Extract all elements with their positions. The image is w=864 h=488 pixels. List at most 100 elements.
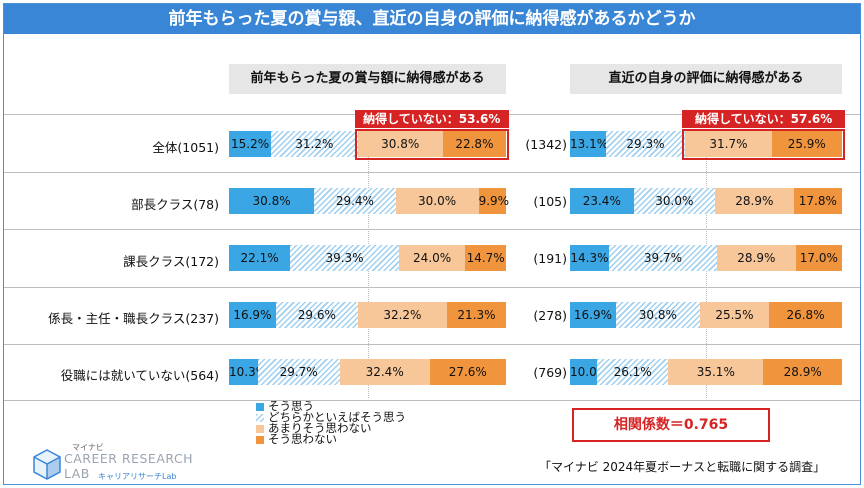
row-separator-2 — [4, 229, 860, 230]
legend-label-strongly-agree: そう思う — [268, 399, 314, 413]
bar-segment-p1-r1-disagree: 17.8% — [793, 188, 842, 214]
bar-value-label: 30.0% — [655, 194, 694, 208]
bar-value-label: 25.5% — [715, 308, 754, 322]
legend-swatch-strongly-agree — [256, 402, 264, 411]
bar-value-label: 17.8% — [798, 194, 837, 208]
bar-value-label: 31.7% — [709, 137, 748, 151]
row-n-label-3: (278) — [533, 308, 567, 323]
bar-value-label: 21.3% — [457, 308, 496, 322]
bar-value-label: 26.1% — [613, 365, 652, 379]
bar-segment-p0-r4-disagree: 27.6% — [429, 359, 506, 385]
bar-value-label: 29.7% — [279, 365, 318, 379]
row-label-3: 係長・主任・職長クラス(237) — [48, 311, 219, 326]
bar-segment-p0-r2-disagree: 14.7% — [465, 245, 506, 271]
logo-name-line1: CAREER RESEARCH — [64, 451, 194, 466]
row-n-label-2: (191) — [533, 251, 567, 266]
bar-value-label: 9.9% — [478, 194, 510, 208]
panel-header-evaluation: 直近の自身の評価に納得感がある — [570, 64, 842, 94]
bar-segment-p1-r3-disagree: 26.8% — [769, 302, 842, 328]
bar-segment-p0-r0-somewhat-disagree: 30.8% — [357, 131, 443, 157]
bar-value-label: 31.2% — [295, 137, 334, 151]
bar-segment-p0-r3-disagree: 21.3% — [446, 302, 506, 328]
bar-segment-p1-r0-disagree: 25.9% — [771, 131, 842, 157]
row-label-2: 課長クラス(172) — [123, 254, 219, 269]
bar-value-label: 30.8% — [381, 137, 420, 151]
chart-title: 前年もらった夏の賞与額、直近の自身の評価に納得感があるかどうか — [4, 4, 860, 34]
correlation-box: 相関係数＝0.765 — [572, 408, 770, 442]
not-satisfied-highlight-0 — [354, 129, 509, 160]
bar-value-label: 27.6% — [448, 365, 487, 379]
row-separator-4 — [4, 344, 860, 345]
bar-segment-p0-r0-disagree: 22.8% — [442, 131, 506, 157]
bar-segment-p1-r1-somewhat-agree: 30.0% — [633, 188, 716, 214]
bar-segment-p0-r4-somewhat-disagree: 32.4% — [339, 359, 430, 385]
bar-segment-p0-r2-somewhat-disagree: 24.0% — [398, 245, 466, 271]
bar-segment-p1-r4-somewhat-disagree: 35.1% — [668, 359, 764, 385]
bar-segment-p0-r1-disagree: 9.9% — [478, 188, 509, 214]
bar-value-label: 30.0% — [418, 194, 457, 208]
bar-value-label: 22.8% — [455, 137, 494, 151]
bar-segment-p1-r0-strongly-agree: 13.1% — [570, 131, 609, 157]
legend-swatch-disagree — [256, 435, 264, 444]
row-separator-5 — [4, 400, 860, 401]
bar-value-label: 23.4% — [582, 194, 621, 208]
panel-header-bonus: 前年もらった夏の賞与額に納得感がある — [229, 64, 506, 94]
bar-segment-p1-r2-somewhat-agree: 39.7% — [608, 245, 717, 271]
bar-value-label: 22.1% — [240, 251, 279, 265]
bar-segment-p1-r0-somewhat-disagree: 31.7% — [685, 131, 772, 157]
bar-segment-p1-r2-strongly-agree: 14.3% — [570, 245, 609, 271]
row-separator-1 — [4, 172, 860, 173]
bar-segment-p0-r1-somewhat-disagree: 30.0% — [395, 188, 479, 214]
not-satisfied-tag-0: 納得していない：53.6% — [354, 110, 509, 128]
bar-value-label: 30.8% — [638, 308, 677, 322]
bar-value-label: 25.9% — [787, 137, 826, 151]
logo-name-line2: LAB — [64, 466, 90, 481]
bar-value-label: 29.6% — [297, 308, 336, 322]
bar-value-label: 26.8% — [786, 308, 825, 322]
bar-value-label: 28.9% — [737, 251, 776, 265]
legend-swatch-somewhat-disagree — [256, 424, 264, 433]
bar-segment-p1-r3-strongly-agree: 16.9% — [570, 302, 616, 328]
bar-segment-p0-r0-somewhat-agree: 31.2% — [271, 131, 358, 157]
cube-logo-icon — [33, 449, 61, 480]
bar-segment-p0-r1-strongly-agree: 30.8% — [229, 188, 315, 214]
bar-segment-p1-r3-somewhat-agree: 30.8% — [615, 302, 700, 328]
legend-label-somewhat-agree: どちらかといえばそう思う — [268, 410, 406, 424]
row-label-0: 全体(1051) — [152, 140, 219, 155]
legend-label-disagree: そう思わない — [268, 432, 337, 446]
bar-segment-p0-r1-somewhat-agree: 29.4% — [314, 188, 396, 214]
bar-value-label: 29.4% — [335, 194, 374, 208]
bar-value-label: 16.9% — [233, 308, 272, 322]
bar-value-label: 28.9% — [783, 365, 822, 379]
row-label-4: 役職には就いていない(564) — [60, 368, 219, 383]
bar-segment-p1-r1-strongly-agree: 23.4% — [570, 188, 634, 214]
bar-value-label: 35.1% — [696, 365, 735, 379]
bar-segment-p0-r4-strongly-agree: 10.3% — [229, 359, 267, 385]
bar-value-label: 29.3% — [626, 137, 665, 151]
row-n-label-0: (1342) — [525, 137, 567, 152]
bar-segment-p1-r3-somewhat-disagree: 25.5% — [699, 302, 770, 328]
legend-label-somewhat-disagree: あまりそう思わない — [268, 421, 372, 435]
bar-segment-p0-r0-strongly-agree: 15.2% — [229, 131, 272, 157]
row-separator-3 — [4, 287, 860, 288]
bar-segment-p1-r1-somewhat-disagree: 28.9% — [715, 188, 794, 214]
legend-swatch-somewhat-agree — [256, 413, 264, 422]
bar-value-label: 14.3% — [570, 251, 609, 265]
logo-name-jp: キャリアリサーチLab — [98, 472, 177, 481]
bar-segment-p1-r4-somewhat-agree: 26.1% — [597, 359, 669, 385]
bar-segment-p1-r4-strongly-agree: 10.0% — [570, 359, 608, 385]
bar-segment-p1-r4-disagree: 28.9% — [763, 359, 842, 385]
bar-segment-p0-r3-somewhat-disagree: 32.2% — [357, 302, 447, 328]
legend-item-somewhat-disagree: あまりそう思わない — [256, 421, 372, 435]
bar-value-label: 13.1% — [570, 137, 609, 151]
bar-segment-p0-r3-strongly-agree: 16.9% — [229, 302, 276, 328]
bar-value-label: 14.7% — [466, 251, 505, 265]
bar-value-label: 39.7% — [643, 251, 683, 265]
legend-item-disagree: そう思わない — [256, 432, 337, 446]
bar-segment-p1-r2-somewhat-disagree: 28.9% — [717, 245, 796, 271]
bar-segment-p0-r2-strongly-agree: 22.1% — [229, 245, 291, 271]
logo-brand-small: マイナビ — [72, 443, 104, 452]
bar-segment-p1-r0-somewhat-agree: 29.3% — [605, 131, 686, 157]
not-satisfied-tag-1: 納得していない：57.6% — [682, 110, 845, 128]
bar-value-label: 24.0% — [413, 251, 452, 265]
